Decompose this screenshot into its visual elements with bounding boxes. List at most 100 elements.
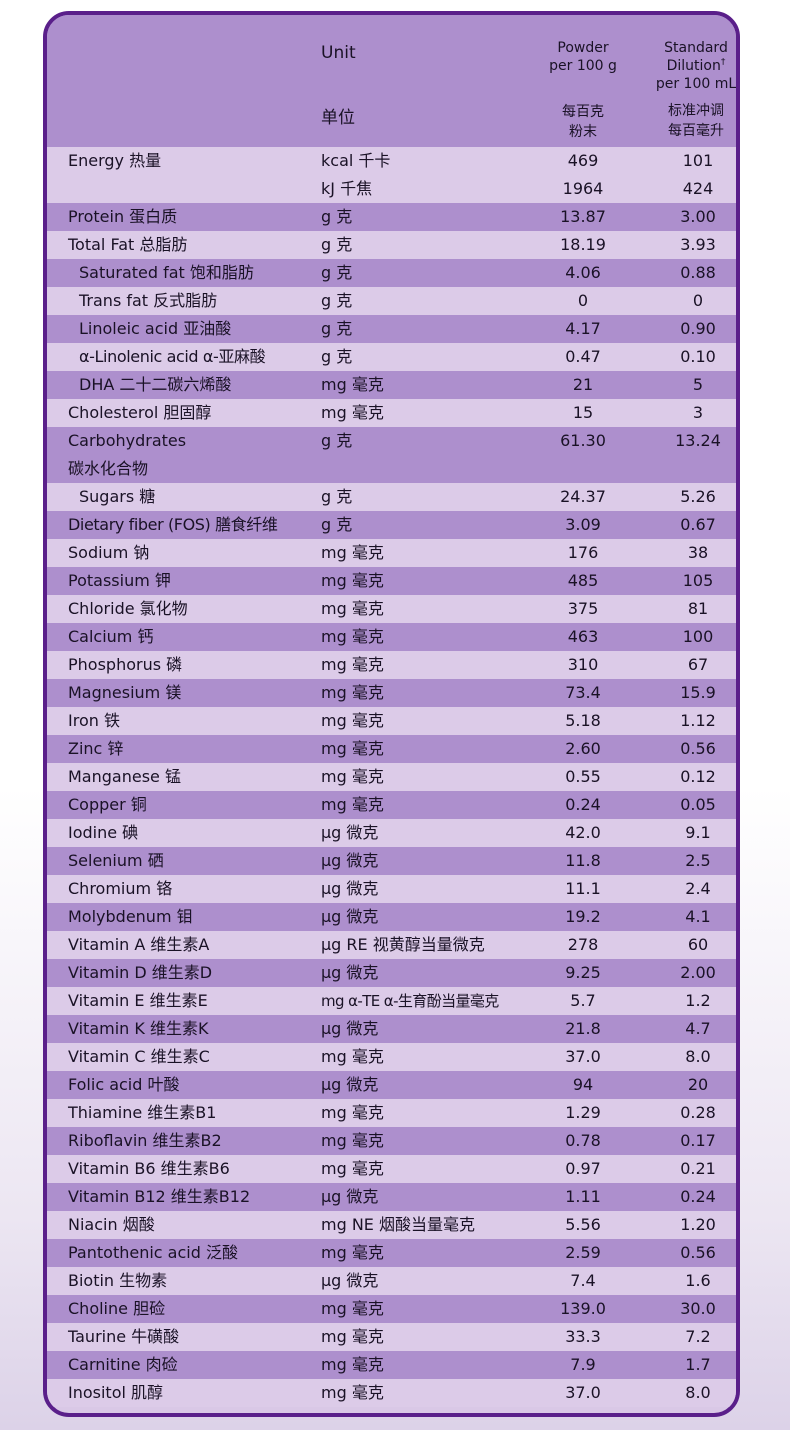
- nutrient-unit: μg 微克: [321, 851, 379, 870]
- table-row: Molybdenum 钼 μg 微克 19.2 4.1: [47, 903, 736, 931]
- nutrient-unit: μg 微克: [321, 1075, 379, 1094]
- table-row: Cholesterol 胆固醇 mg 毫克 15 3: [47, 399, 736, 427]
- table-row: Manganese 锰 mg 毫克 0.55 0.12: [47, 763, 736, 791]
- nutrient-unit: g 克: [321, 515, 353, 534]
- powder-value: 61.30: [560, 431, 606, 450]
- dilution-value: 0.56: [680, 1243, 716, 1262]
- nutrient-unit: g 克: [321, 487, 353, 506]
- dilution-value: 100: [682, 627, 714, 646]
- nutrient-name: Iron 铁: [68, 711, 120, 730]
- powder-value: 375: [567, 599, 599, 618]
- nutrient-name: Choline 胆硷: [68, 1299, 166, 1318]
- powder-value: 33.3: [565, 1327, 601, 1346]
- table-row: Phosphorus 磷 mg 毫克 310 67: [47, 651, 736, 679]
- nutrient-name: Linoleic acid 亚油酸: [79, 319, 232, 338]
- powder-value: 0: [577, 291, 589, 310]
- powder-value: 11.8: [565, 851, 601, 870]
- nutrient-name: Taurine 牛磺酸: [68, 1327, 180, 1346]
- dilution-header-cn: 标准冲调 每百毫升: [653, 101, 736, 141]
- dilution-value: 3.00: [680, 207, 716, 226]
- nutrient-unit: mg NE 烟酸当量毫克: [321, 1215, 475, 1234]
- dilution-value: 4.7: [685, 1019, 711, 1038]
- nutrient-unit: kJ 千焦: [321, 179, 373, 198]
- nutrient-name: Vitamin C 维生素C: [68, 1047, 210, 1066]
- dilution-value: 0.21: [680, 1159, 716, 1178]
- table-row: Sodium 钠 mg 毫克 176 38: [47, 539, 736, 567]
- nutrient-name: Niacin 烟酸: [68, 1215, 155, 1234]
- nutrient-name: Sodium 钠: [68, 543, 150, 562]
- nutrient-unit: mg 毫克: [321, 655, 384, 674]
- powder-value: 94: [572, 1075, 594, 1094]
- table-row: Iron 铁 mg 毫克 5.18 1.12: [47, 707, 736, 735]
- dilution-value: 38: [687, 543, 709, 562]
- nutrient-unit: mg 毫克: [321, 795, 384, 814]
- powder-value: 37.0: [565, 1383, 601, 1402]
- nutrient-unit: mg 毫克: [321, 1047, 384, 1066]
- dilution-value: 1.2: [685, 991, 711, 1010]
- dilution-value: 13.24: [675, 431, 721, 450]
- table-row: kJ 千焦 1964 424: [47, 175, 736, 203]
- nutrient-name: Chromium 铬: [68, 879, 173, 898]
- dilution-value: 3: [692, 403, 704, 422]
- powder-value: 21.8: [565, 1019, 601, 1038]
- dilution-header-cn-line-2: 每百毫升: [668, 123, 724, 139]
- table-row: Magnesium 镁 mg 毫克 73.4 15.9: [47, 679, 736, 707]
- table-row: Total Fat 总脂肪 g 克 18.19 3.93: [47, 231, 736, 259]
- nutrient-name: Phosphorus 磷: [68, 655, 183, 674]
- dilution-value: 8.0: [685, 1047, 711, 1066]
- dilution-value: 105: [682, 571, 714, 590]
- nutrient-name: Vitamin D 维生素D: [68, 963, 213, 982]
- dilution-value: 0: [692, 291, 704, 310]
- nutrient-unit: mg 毫克: [321, 711, 384, 730]
- nutrient-name: Magnesium 镁: [68, 683, 182, 702]
- table-row: Vitamin K 维生素K μg 微克 21.8 4.7: [47, 1015, 736, 1043]
- table-row: Saturated fat 饱和脂肪 g 克 4.06 0.88: [47, 259, 736, 287]
- table-row: Pantothenic acid 泛酸 mg 毫克 2.59 0.56: [47, 1239, 736, 1267]
- nutrient-name: α-Linolenic acid α-亚麻酸: [79, 347, 266, 366]
- nutrient-unit: μg 微克: [321, 1187, 379, 1206]
- nutrient-name: Protein 蛋白质: [68, 207, 178, 226]
- table-row: Chromium 铬 μg 微克 11.1 2.4: [47, 875, 736, 903]
- table-row: Biotin 生物素 μg 微克 7.4 1.6: [47, 1267, 736, 1295]
- nutrient-name: Energy 热量: [68, 151, 162, 170]
- nutrient-unit: g 克: [321, 235, 353, 254]
- dilution-value: 101: [682, 151, 714, 170]
- powder-value: 18.19: [560, 235, 606, 254]
- powder-value: 5.7: [570, 991, 596, 1010]
- nutrient-unit: mg 毫克: [321, 683, 384, 702]
- nutrient-unit: mg 毫克: [321, 767, 384, 786]
- nutrient-name: Vitamin B6 维生素B6: [68, 1159, 230, 1178]
- table-row: DHA 二十二碳六烯酸 mg 毫克 21 5: [47, 371, 736, 399]
- powder-header-cn-line-2: 粉末: [569, 124, 597, 140]
- nutrient-unit: kcal 千卡: [321, 151, 391, 170]
- table-header: Unit 单位 Powder per 100 g 每百克 粉末 Standard…: [47, 15, 736, 147]
- dilution-value: 60: [687, 935, 709, 954]
- dilution-header-word: Dilution: [666, 58, 721, 74]
- powder-value: 176: [567, 543, 599, 562]
- powder-value: 37.0: [565, 1047, 601, 1066]
- nutrient-rows: Energy 热量 kcal 千卡 469 101 kJ 千焦 1964 424 Protei…: [47, 147, 736, 1407]
- powder-value: 5.18: [565, 711, 601, 730]
- dilution-value: 20: [687, 1075, 709, 1094]
- dilution-value: 4.1: [685, 907, 711, 926]
- dilution-value: 1.6: [685, 1271, 711, 1290]
- powder-value: 485: [567, 571, 599, 590]
- table-row: Vitamin D 维生素D μg 微克 9.25 2.00: [47, 959, 736, 987]
- dilution-value: 2.00: [680, 963, 716, 982]
- table-row: Riboflavin 维生素B2 mg 毫克 0.78 0.17: [47, 1127, 736, 1155]
- table-row: Thiamine 维生素B1 mg 毫克 1.29 0.28: [47, 1099, 736, 1127]
- dilution-value: 81: [687, 599, 709, 618]
- nutrient-name: 碳水化合物: [68, 459, 149, 478]
- powder-value: 2.60: [565, 739, 601, 758]
- nutrient-unit: μg RE 视黄醇当量微克: [321, 935, 485, 954]
- nutrient-unit: μg 微克: [321, 963, 379, 982]
- dilution-header-line-2: Dilution†: [653, 57, 736, 75]
- nutrient-name: Folic acid 叶酸: [68, 1075, 180, 1094]
- dilution-value: 0.12: [680, 767, 716, 786]
- dilution-value: 5: [692, 375, 704, 394]
- powder-value: 4.06: [565, 263, 601, 282]
- nutrient-name: DHA 二十二碳六烯酸: [79, 375, 232, 394]
- powder-value: 0.97: [565, 1159, 601, 1178]
- table-row: Taurine 牛磺酸 mg 毫克 33.3 7.2: [47, 1323, 736, 1351]
- nutrient-name: Manganese 锰: [68, 767, 181, 786]
